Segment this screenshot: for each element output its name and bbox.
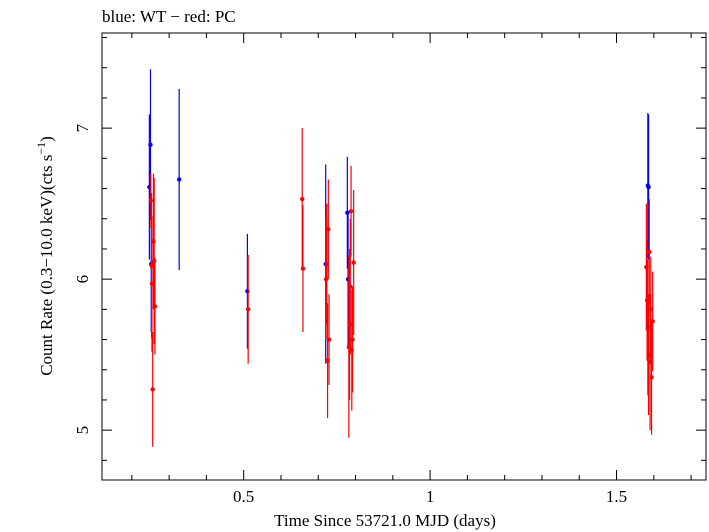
y-axis-label-main: Count Rate (0.3−10.0 keV)(cts s [37, 155, 56, 376]
x-tick-label: 1.5 [606, 487, 627, 506]
data-point [151, 258, 157, 264]
data-point [649, 375, 654, 380]
data-point [245, 289, 250, 294]
y-axis-label-end: ) [37, 136, 56, 142]
data-point [148, 198, 154, 203]
x-axis-label: Time Since 53721.0 MJD (days) [274, 511, 496, 530]
y-tick-label: 7 [73, 123, 92, 132]
series-pc [148, 128, 655, 447]
data-point [645, 325, 651, 330]
series-wt [147, 69, 651, 364]
data-point [348, 208, 354, 214]
y-tick-label: 6 [73, 275, 92, 284]
data-point [245, 307, 251, 312]
data-point [152, 304, 158, 309]
data-point [650, 319, 655, 324]
data-point [150, 387, 155, 392]
axis-ticks: 0.5 1 1.5 5 6 7 [73, 33, 706, 506]
y-axis-label-superscript: −1 [34, 142, 48, 155]
data-point [646, 184, 651, 190]
data-point [326, 337, 332, 342]
plot-frame [101, 32, 707, 481]
data-point [300, 266, 306, 271]
data-point [648, 307, 654, 312]
data-point [323, 276, 329, 282]
data-point [351, 260, 356, 265]
data-point [176, 177, 182, 182]
data-point [350, 337, 355, 342]
x-tick-label: 1 [426, 487, 435, 506]
data-point [348, 284, 353, 289]
y-axis-label: Count Rate (0.3−10.0 keV)(cts s−1) [34, 136, 56, 376]
data-point [148, 142, 153, 147]
data-point [300, 196, 305, 202]
y-tick-label: 5 [73, 426, 92, 435]
x-tick-label: 0.5 [233, 487, 254, 506]
data-point [151, 239, 156, 244]
data-point [647, 249, 652, 255]
data-point [347, 322, 352, 327]
chart-title: blue: WT − red: PC [102, 7, 236, 26]
data-point [326, 227, 331, 232]
data-marks [147, 69, 655, 447]
data-point [349, 347, 355, 353]
